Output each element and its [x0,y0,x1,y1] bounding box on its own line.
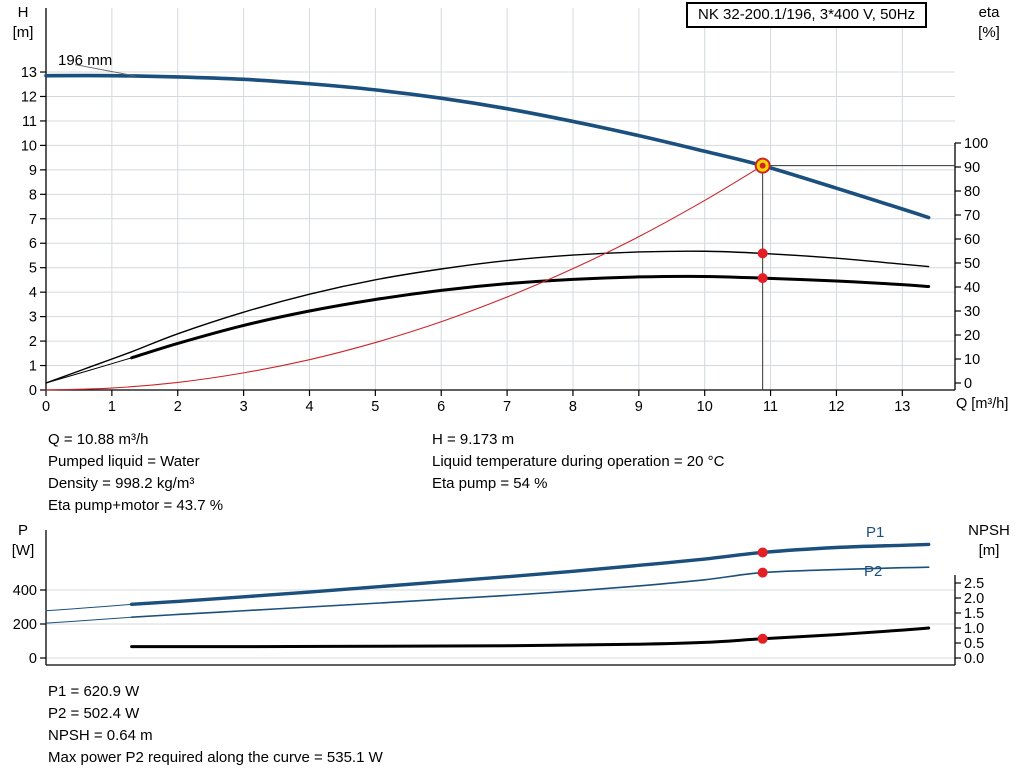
info-liquid-temp: Liquid temperature during operation = 20… [432,453,725,470]
x-tick-label: 9 [635,399,643,415]
x-tick-label: 11 [763,399,778,415]
p-axis-title-symbol: P [17,522,28,539]
p1-curve [129,542,931,606]
y-left-tick-label: 8 [29,187,37,203]
x-tick-label: 13 [894,399,910,415]
npsh-axis-title: NPSH [m] [958,521,1020,561]
y-right-tick-label: 2.0 [964,591,984,607]
operating-info-left: Q = 10.88 m³/h Pumped liquid = Water Den… [48,429,223,517]
y-right-tick-label: 20 [964,328,980,344]
y-right-tick-label: 1.0 [964,621,984,637]
x-tick-label: 2 [174,399,182,415]
eta-axis-title-symbol: eta [978,4,1000,21]
info-density: Density = 998.2 kg/m³ [48,475,195,492]
p1-point [757,547,768,558]
p2-lead [45,616,133,624]
system-curve [45,165,764,391]
y-right-tick-label: 40 [964,280,980,296]
eta-pump-motor-curve [130,274,931,360]
y-left-tick-label: 0 [29,383,37,399]
q-axis-title: Q [m³/h] [956,396,1009,412]
y-left-tick-label: 6 [29,236,37,252]
y-right-tick-label: 80 [964,184,980,200]
x-tick-label: 3 [240,399,248,415]
info-p2: P2 = 502.4 W [48,705,140,722]
y-left-tick-label: 7 [29,212,37,228]
y-left-tick-label: 9 [29,163,37,179]
y-right-tick-label: 2.5 [964,576,984,592]
p1-curve-label: P1 [866,524,885,541]
y-right-tick-label: 10 [964,352,980,368]
y-left-tick-label: 12 [21,89,37,105]
y-right-tick-label: 30 [964,304,980,320]
p2-curve [130,566,930,618]
y-left-tick-label: 200 [13,617,37,633]
eta-pump-curve [45,250,930,384]
npsh-axis-title-unit: [m] [978,542,1000,559]
y-right-tick-label: 60 [964,232,980,248]
npsh-point [757,633,768,644]
info-pumped-liquid: Pumped liquid = Water [48,453,200,470]
y-right-tick-label: 50 [964,256,980,272]
x-tick-label: 10 [697,399,713,415]
x-tick-label: 7 [503,399,511,415]
y-right-tick-label: 1.5 [964,606,984,622]
p2-curve-label: P2 [864,563,883,580]
p-axis-title: P [W] [2,521,44,561]
y-left-tick-label: 2 [29,334,37,350]
y-right-tick-label: 0 [964,376,972,392]
y-left-tick-label: 11 [22,114,37,130]
npsh-axis-title-symbol: NPSH [968,522,1010,539]
info-head: H = 9.173 m [432,431,515,448]
p2-point [757,567,768,578]
y-right-tick-label: 0.5 [964,636,984,652]
x-tick-label: 12 [828,399,844,415]
impeller-size-label: 196 mm [58,52,113,69]
y-right-tick-label: 70 [964,208,980,224]
p-axis-title-unit: [W] [11,542,35,559]
eta-pump-point [757,248,768,259]
x-tick-label: 0 [42,399,50,415]
eta-axis-title: eta [%] [964,3,1014,43]
y-right-tick-label: 0.0 [964,651,984,667]
info-p1: P1 = 620.9 W [48,683,140,700]
duty-point-inner [759,162,766,169]
eta-pump-motor-point [757,273,768,284]
y-left-tick-label: 3 [29,310,37,326]
eta-pump-motor-lead [45,357,133,384]
x-tick-label: 4 [305,399,313,415]
y-right-tick-label: 100 [964,136,988,152]
info-flow: Q = 10.88 m³/h [48,431,149,448]
y-left-tick-label: 5 [29,261,37,277]
y-left-tick-label: 0 [29,651,37,667]
p1-lead [45,603,133,612]
y-left-tick-label: 13 [21,65,37,81]
h-axis-title: H [m] [2,3,44,43]
info-eta-pump-motor: Eta pump+motor = 43.7 % [48,497,224,514]
info-max-p2: Max power P2 required along the curve = … [48,749,383,766]
info-npsh: NPSH = 0.64 m [48,727,153,744]
npsh-curve [130,626,931,649]
x-tick-label: 8 [569,399,577,415]
x-tick-label: 6 [437,399,445,415]
operating-info-right: H = 9.173 m Liquid temperature during op… [432,429,724,495]
eta-axis-title-unit: [%] [978,24,1000,41]
y-right-tick-label: 90 [964,160,980,176]
power-info: P1 = 620.9 W P2 = 502.4 W NPSH = 0.64 m … [48,681,383,769]
x-tick-label: 5 [371,399,379,415]
head-curve-196mm [44,73,931,220]
y-left-tick-label: 1 [29,359,37,375]
impeller-label-leader [75,64,136,77]
h-axis-title-symbol: H [17,4,29,21]
pump-title-box: NK 32-200.1/196, 3*400 V, 50Hz [686,2,928,28]
y-left-tick-label: 10 [21,138,37,154]
x-tick-label: 1 [108,399,116,415]
y-left-tick-label: 400 [13,583,37,599]
y-left-tick-label: 4 [29,285,37,301]
info-eta-pump: Eta pump = 54 % [432,475,548,492]
h-axis-title-unit: [m] [12,24,34,41]
